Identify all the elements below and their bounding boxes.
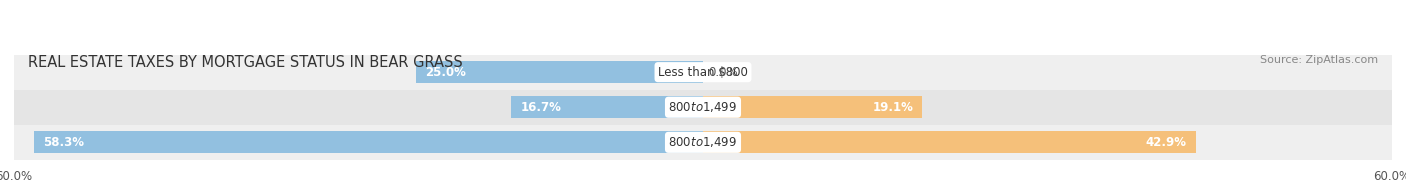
Bar (416, 61, 703, 83)
Text: Less than $800: Less than $800 (658, 66, 748, 79)
Bar (703, 96, 922, 118)
Text: $800 to $1,499: $800 to $1,499 (668, 135, 738, 149)
Bar (14, 125, 1392, 160)
Text: 25.0%: 25.0% (425, 66, 465, 79)
Text: 42.9%: 42.9% (1146, 136, 1187, 149)
Text: 58.3%: 58.3% (42, 136, 84, 149)
Text: Source: ZipAtlas.com: Source: ZipAtlas.com (1260, 55, 1378, 65)
Text: $800 to $1,499: $800 to $1,499 (668, 100, 738, 114)
Text: REAL ESTATE TAXES BY MORTGAGE STATUS IN BEAR GRASS: REAL ESTATE TAXES BY MORTGAGE STATUS IN … (28, 55, 463, 70)
Bar (703, 131, 1195, 153)
Bar (14, 90, 1392, 125)
Text: 19.1%: 19.1% (872, 101, 912, 114)
Bar (512, 96, 703, 118)
Text: 16.7%: 16.7% (520, 101, 561, 114)
Text: 0.0%: 0.0% (709, 66, 738, 79)
Bar (34, 131, 703, 153)
Bar (14, 55, 1392, 90)
